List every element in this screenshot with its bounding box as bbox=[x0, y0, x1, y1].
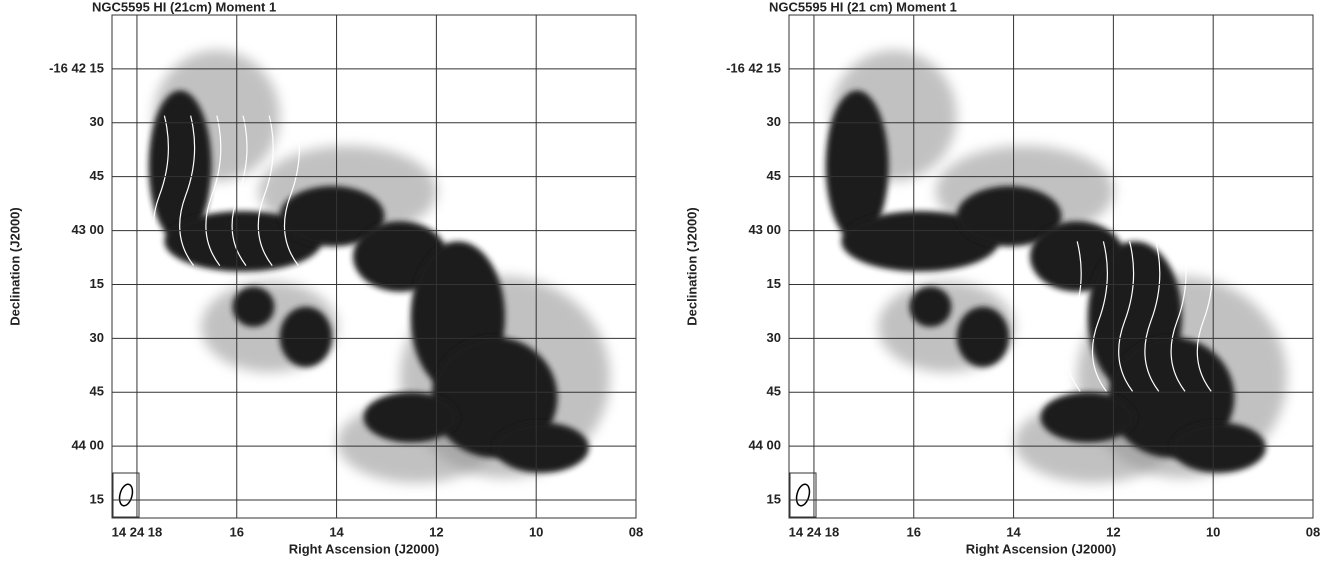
y-tick-label: 15 bbox=[767, 276, 781, 291]
velocity-contour bbox=[152, 115, 169, 266]
hi-emission bbox=[363, 392, 458, 443]
hi-emission bbox=[164, 211, 322, 272]
x-tick-label: 12 bbox=[429, 524, 443, 539]
x-tick-label: 10 bbox=[529, 524, 543, 539]
beam bbox=[118, 483, 134, 507]
y-tick-label: 45 bbox=[767, 168, 781, 183]
chart-title: NGC5595 HI (21 cm) Moment 1 bbox=[769, 0, 957, 14]
y-tick-label: 43 00 bbox=[71, 222, 104, 237]
hi-emission bbox=[279, 306, 333, 368]
y-tick-label: 44 00 bbox=[71, 438, 104, 453]
x-tick-label: 14 24 18 bbox=[112, 524, 163, 539]
y-tick-label: 44 00 bbox=[748, 438, 781, 453]
hi-emission bbox=[956, 186, 1062, 247]
x-tick-label: 14 bbox=[329, 524, 344, 539]
beam-box bbox=[112, 472, 140, 518]
velocity-contour bbox=[1170, 241, 1187, 392]
hi-emission bbox=[956, 306, 1010, 368]
y-tick-label: 45 bbox=[90, 168, 104, 183]
velocity-contour bbox=[257, 115, 274, 266]
hi-emission bbox=[825, 90, 889, 242]
velocity-contour bbox=[283, 115, 300, 266]
hi-map bbox=[148, 50, 610, 483]
hi-emission bbox=[232, 286, 275, 327]
hi-emission bbox=[1171, 422, 1266, 473]
hi-emission bbox=[279, 186, 385, 247]
x-tick-label: 14 24 18 bbox=[789, 524, 840, 539]
y-tick-label: 30 bbox=[90, 330, 104, 345]
y-tick-label: 45 bbox=[90, 384, 104, 399]
velocity-contour bbox=[179, 115, 196, 266]
velocity-contour bbox=[1144, 241, 1161, 392]
hi-emission bbox=[494, 422, 589, 473]
x-tick-label: 16 bbox=[907, 524, 921, 539]
y-tick-label: 15 bbox=[90, 491, 104, 506]
velocity-contour bbox=[1118, 241, 1135, 392]
velocity-contour bbox=[1091, 241, 1108, 392]
y-tick-label: -16 42 15 bbox=[726, 60, 781, 75]
velocity-contour bbox=[1065, 241, 1082, 392]
velocity-contour bbox=[231, 115, 248, 266]
hi-emission bbox=[909, 286, 952, 327]
x-axis-label: Right Ascension (J2000) bbox=[966, 541, 1117, 556]
velocity-contour bbox=[1196, 241, 1213, 392]
y-axis-label: Declination (J2000) bbox=[684, 207, 699, 326]
chart-title: NGC5595 HI (21cm) Moment 1 bbox=[92, 0, 276, 14]
y-tick-label: 30 bbox=[767, 330, 781, 345]
hi-emission bbox=[841, 211, 999, 272]
x-axis-label: Right Ascension (J2000) bbox=[289, 541, 440, 556]
x-tick-label: 08 bbox=[629, 524, 643, 539]
x-tick-label: 12 bbox=[1106, 524, 1120, 539]
y-tick-label: 30 bbox=[90, 114, 104, 129]
x-tick-label: 14 bbox=[1006, 524, 1021, 539]
y-tick-label: 43 00 bbox=[748, 222, 781, 237]
y-tick-label: 15 bbox=[767, 491, 781, 506]
hi-emission bbox=[148, 90, 212, 242]
x-tick-label: 16 bbox=[230, 524, 244, 539]
beam bbox=[795, 483, 811, 507]
velocity-contour bbox=[205, 115, 222, 266]
y-tick-label: 45 bbox=[767, 384, 781, 399]
beam-box bbox=[789, 472, 817, 518]
x-tick-label: 08 bbox=[1306, 524, 1320, 539]
y-axis-label: Declination (J2000) bbox=[7, 207, 22, 326]
y-tick-label: -16 42 15 bbox=[49, 60, 104, 75]
hi-map bbox=[825, 50, 1287, 483]
y-tick-label: 15 bbox=[90, 276, 104, 291]
x-tick-label: 10 bbox=[1206, 524, 1220, 539]
y-tick-label: 30 bbox=[767, 114, 781, 129]
hi-emission bbox=[1040, 392, 1135, 443]
